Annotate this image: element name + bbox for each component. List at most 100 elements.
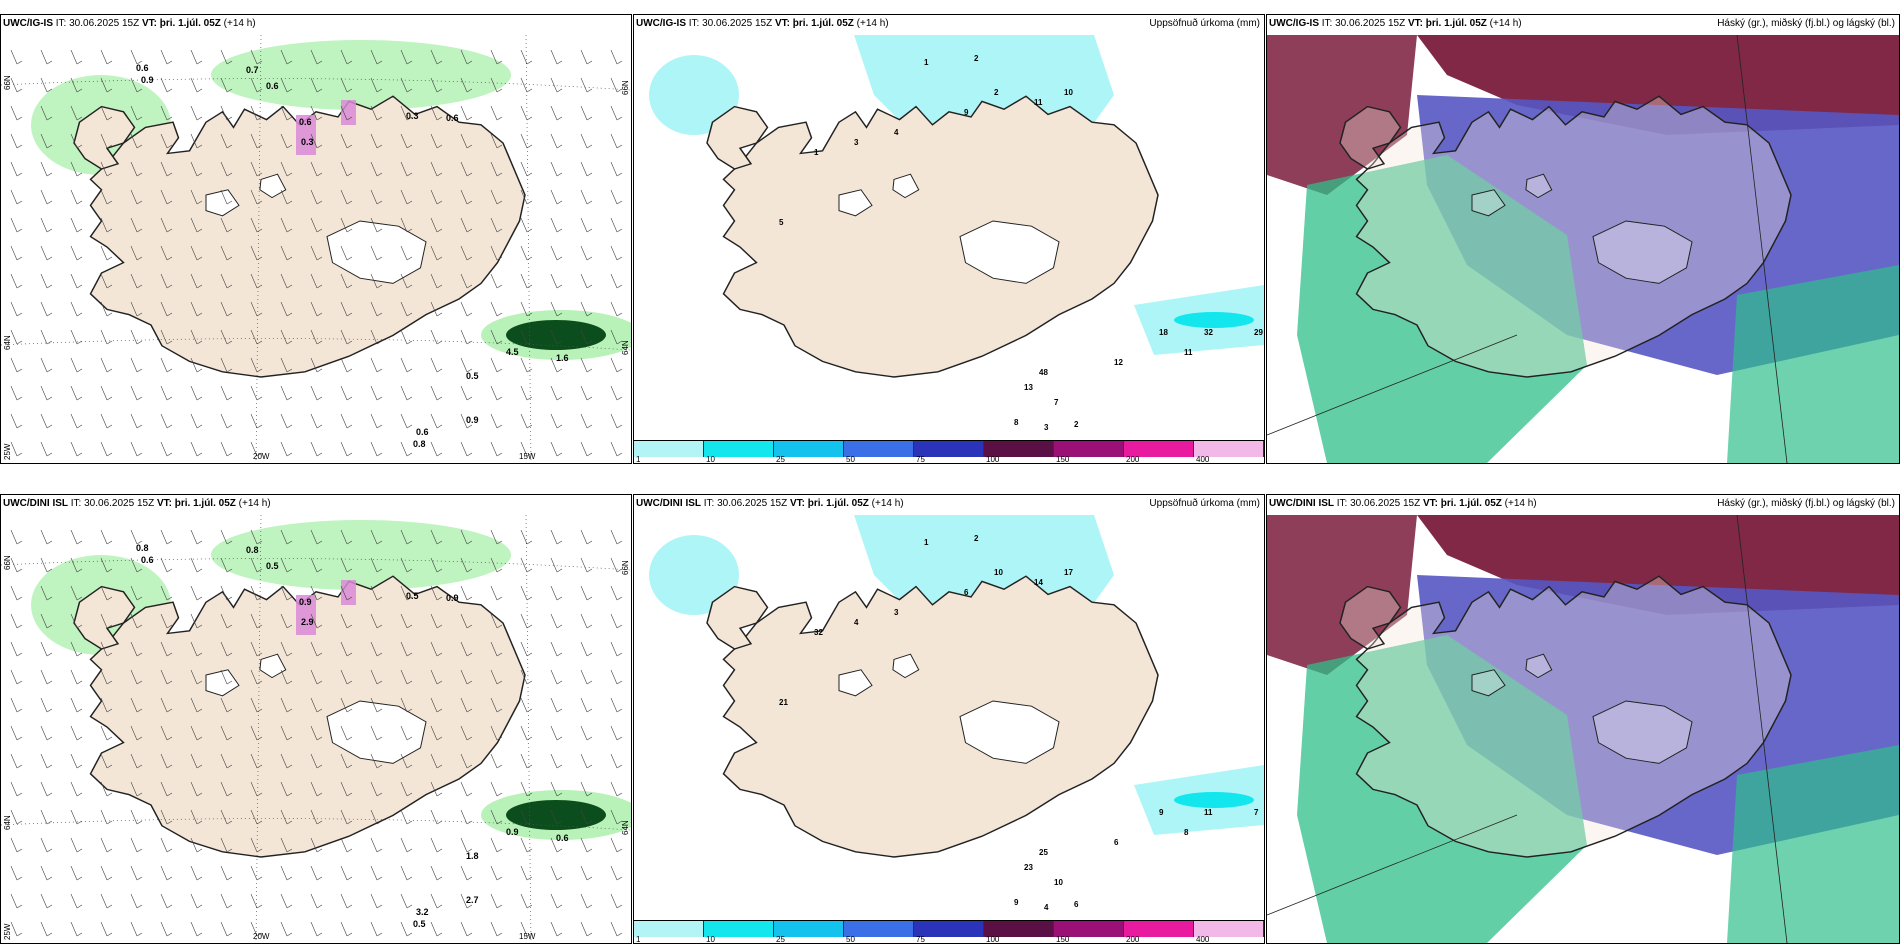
- wind-barb: [430, 49, 438, 65]
- wind-barb: [460, 441, 468, 457]
- wind-barb: [220, 529, 228, 545]
- wind-barb-flag: [166, 792, 173, 797]
- wind-barb: [70, 669, 78, 685]
- wind-barb-flag: [616, 396, 623, 401]
- wind-barb-flag: [526, 932, 533, 937]
- panel-field-title: Uppsöfnuð úrkoma (mm): [1149, 498, 1260, 509]
- wind-barb: [340, 329, 348, 345]
- wind-barb-flag: [436, 736, 443, 741]
- wind-barb: [340, 613, 348, 629]
- accum-value-label: 13: [1024, 383, 1033, 392]
- low-cloud-southeast: [1727, 265, 1899, 463]
- wind-barb-flag: [496, 652, 503, 657]
- wind-barb: [10, 585, 18, 601]
- wind-barb-flag: [106, 624, 113, 629]
- lat-label-25w: 25W: [3, 443, 12, 460]
- wind-barb: [430, 781, 438, 797]
- wind-barb: [520, 669, 528, 685]
- map-canvas[interactable]: 1 2 10 17 14 6 3 4 32 21 11 7 9 8 6 25 23 10 9 4 6: [634, 515, 1264, 921]
- wind-barb: [580, 357, 588, 373]
- accum-value-label: 2: [994, 88, 999, 97]
- wind-barb-flag: [586, 340, 593, 345]
- wind-barb-flag: [136, 452, 143, 457]
- wind-barb: [340, 585, 348, 601]
- wind-barb-flag: [196, 904, 203, 909]
- wind-barb-flag: [286, 904, 293, 909]
- wind-barb-flag: [616, 540, 623, 545]
- wind-barb: [430, 133, 438, 149]
- wind-barb: [310, 725, 318, 741]
- wind-barb: [400, 781, 408, 797]
- wind-barb: [370, 189, 378, 205]
- wind-barb: [280, 809, 288, 825]
- wind-barb-flag: [586, 312, 593, 317]
- wind-barb: [130, 301, 138, 317]
- wind-barb-flag: [46, 88, 53, 93]
- wind-barb: [520, 105, 528, 121]
- wind-barb: [460, 697, 468, 713]
- wind-barb: [550, 273, 558, 289]
- wind-barb: [160, 357, 168, 373]
- wind-barb: [130, 385, 138, 401]
- wind-barb: [70, 413, 78, 429]
- wind-barb: [550, 529, 558, 545]
- wind-barb-flag: [346, 424, 353, 429]
- wind-barb-flag: [226, 88, 233, 93]
- map-canvas[interactable]: 66N 64N 25W 20W 15W 66N 64N 0.8 0.6 0.8 0.5 0.9 0.5 0…: [1, 515, 631, 943]
- wind-barb: [250, 641, 258, 657]
- wind-barb: [580, 809, 588, 825]
- wind-barb: [490, 301, 498, 317]
- wind-barb-flag: [106, 596, 113, 601]
- colorbar-tick-label: 200: [1126, 935, 1140, 944]
- wind-barb-flag: [556, 904, 563, 909]
- wind-barb: [160, 725, 168, 741]
- panel-title: UWC/IG-IS IT: 30.06.2025 15Z VT: þri. 1.…: [1269, 18, 1522, 29]
- wind-barb-flag: [106, 736, 113, 741]
- map-canvas[interactable]: [1267, 35, 1899, 463]
- wind-barb: [40, 413, 48, 429]
- wind-barb: [220, 413, 228, 429]
- map-canvas[interactable]: 66N 64N 25W 20W 15W 66N 64N 0.6 0.9 0.7 0.6 0.6 0.3 0…: [1, 35, 631, 463]
- wind-barb-flag: [496, 228, 503, 233]
- wind-barb: [100, 329, 108, 345]
- wind-barb: [220, 189, 228, 205]
- lat-label-66n: 66N: [3, 75, 12, 90]
- lon-line-20w: [255, 515, 262, 943]
- wind-barb: [70, 753, 78, 769]
- colorbar-tick-label: 25: [776, 935, 785, 944]
- wind-barb: [430, 385, 438, 401]
- wind-barb: [100, 809, 108, 825]
- wind-barb: [610, 641, 618, 657]
- wind-barb: [100, 413, 108, 429]
- wind-barb: [40, 49, 48, 65]
- wind-barb: [10, 133, 18, 149]
- wind-barb: [370, 105, 378, 121]
- wind-barb-flag: [166, 820, 173, 825]
- accum-value-label: 17: [1064, 568, 1073, 577]
- wind-barb: [280, 585, 288, 601]
- wind-barb-flag: [226, 368, 233, 373]
- wind-barb-flag: [346, 396, 353, 401]
- wind-barb-flag: [436, 172, 443, 177]
- wind-barb-flag: [136, 256, 143, 261]
- wind-barb-flag: [346, 452, 353, 457]
- map-panel-accum-precip-igis: UWC/IG-IS IT: 30.06.2025 15Z VT: þri. 1.…: [633, 14, 1265, 464]
- coastline: [722, 95, 1159, 378]
- wind-barb-flag: [496, 60, 503, 65]
- wind-barb-flag: [226, 256, 233, 261]
- wind-barb-flag: [136, 820, 143, 825]
- wind-barb: [40, 697, 48, 713]
- wind-barb: [460, 217, 468, 233]
- wind-barb-flag: [196, 116, 203, 121]
- wind-barb: [580, 865, 588, 881]
- wind-barb-flag: [496, 876, 503, 881]
- wind-barb-flag: [376, 60, 383, 65]
- lon-label-15w: 15W: [519, 452, 536, 461]
- map-canvas[interactable]: [1267, 515, 1899, 943]
- wind-barb-flag: [406, 256, 413, 261]
- wind-barb: [310, 49, 318, 65]
- precip-area-north: [211, 520, 511, 590]
- colorbar: 1 10 25 50 75 100 150 200 400: [634, 920, 1264, 943]
- wind-barb: [220, 613, 228, 629]
